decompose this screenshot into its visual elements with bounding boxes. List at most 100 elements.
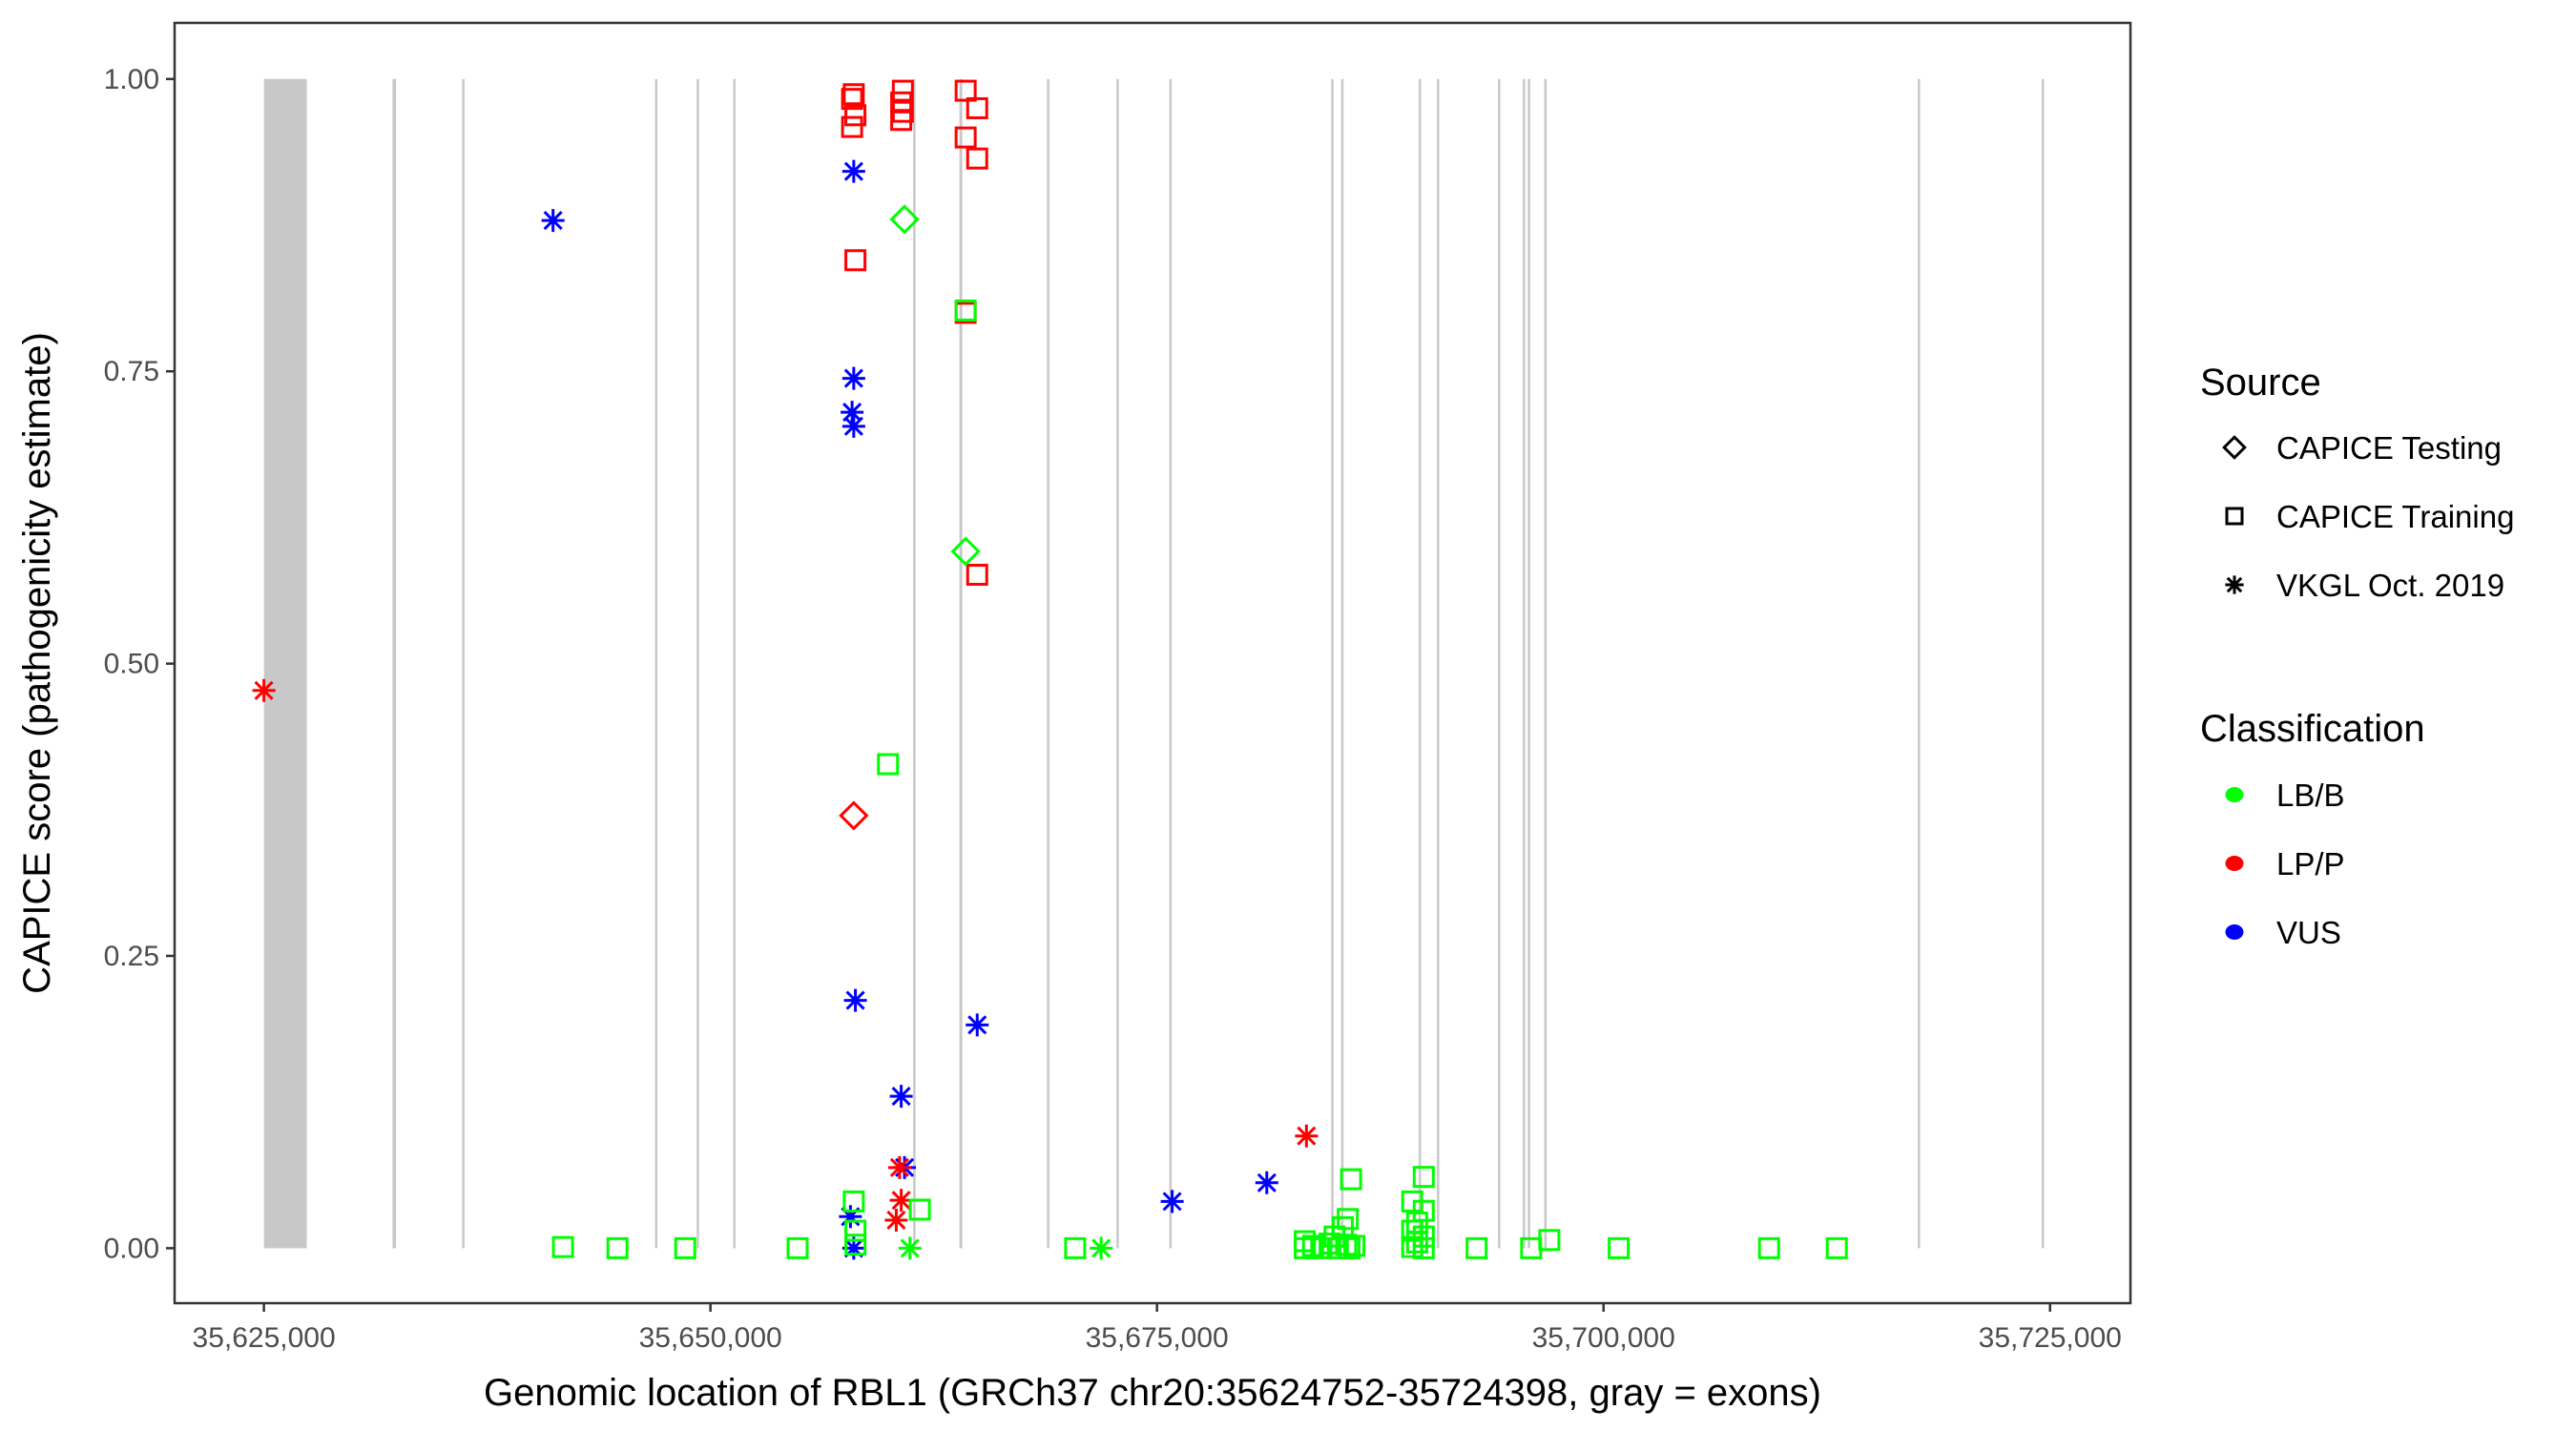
data-point-vkgl	[839, 1205, 862, 1229]
data-point-training	[877, 753, 900, 776]
y-tick-label: 0.50	[104, 649, 159, 680]
data-point-training	[1343, 1234, 1366, 1257]
data-point-training	[954, 299, 977, 321]
exon-band	[1169, 78, 1173, 1249]
data-point-training	[966, 563, 988, 586]
exon-band	[263, 78, 307, 1249]
legend-classification-label: VUS	[2276, 915, 2341, 950]
data-point-training	[786, 1236, 809, 1259]
data-point-training	[551, 1235, 574, 1258]
exon-band	[1918, 78, 1921, 1249]
data-point-vkgl	[898, 1236, 922, 1260]
data-point-vkgl	[1255, 1171, 1278, 1194]
y-axis-title: CAPICE score (pathogenicity estimate)	[16, 332, 58, 994]
data-point-vkgl	[841, 159, 865, 183]
data-point-training	[1337, 1208, 1360, 1231]
legend-dot-icon	[2225, 924, 2244, 940]
exon-band	[733, 78, 736, 1249]
exon-band	[1527, 78, 1530, 1249]
y-tick-label: 1.00	[104, 64, 159, 95]
data-point-training	[1405, 1231, 1428, 1254]
data-point-testing	[950, 536, 981, 567]
y-tick-label: 0.00	[104, 1233, 159, 1264]
y-tick-label: 0.25	[104, 941, 159, 972]
data-point-vkgl	[841, 366, 865, 390]
y-tick-label: 0.75	[104, 356, 159, 387]
data-point-vkgl	[1295, 1124, 1319, 1148]
exon-band	[1437, 78, 1440, 1249]
data-points	[252, 79, 1848, 1260]
exon-band	[1047, 78, 1049, 1249]
data-point-vkgl	[884, 1208, 908, 1232]
legend-source-label: VKGL Oct. 2019	[2276, 568, 2504, 603]
data-point-testing	[889, 204, 920, 235]
x-tick-label: 35,700,000	[1532, 1322, 1675, 1354]
exon-band	[462, 78, 465, 1249]
data-point-training	[842, 1190, 865, 1213]
legend-source-label: CAPICE Testing	[2276, 430, 2502, 466]
legend-asterisk-icon	[2225, 575, 2244, 594]
data-point-vkgl	[841, 414, 865, 438]
panel-border	[173, 21, 2132, 1305]
data-point-vkgl	[843, 988, 867, 1012]
data-point-training	[844, 1234, 867, 1256]
legend-dot-icon	[2225, 787, 2244, 802]
exon-band	[1418, 78, 1422, 1249]
exon-band	[654, 78, 658, 1249]
legend-classification-label: LP/P	[2276, 846, 2345, 881]
data-point-training	[966, 96, 988, 119]
legend-classification-title: Classification	[2200, 708, 2425, 750]
data-point-training	[844, 249, 867, 272]
data-point-vkgl	[841, 1236, 865, 1260]
exon-band	[1498, 78, 1501, 1249]
data-point-vkgl	[889, 1189, 913, 1213]
data-point-vkgl	[252, 678, 276, 702]
data-point-vkgl	[966, 1013, 989, 1037]
legend-source-label: CAPICE Training	[2276, 499, 2514, 534]
x-axis: 35,625,000 35,650,000 35,675,000 35,700,000…	[193, 1303, 2122, 1354]
data-point-vkgl	[889, 1085, 913, 1109]
data-point-training	[966, 147, 988, 170]
legend-source-title: Source	[2200, 362, 2321, 404]
exon-band	[1340, 78, 1344, 1249]
exon-band	[1116, 78, 1119, 1249]
data-point-training	[674, 1236, 696, 1259]
x-axis-title: Genomic location of RBL1 (GRCh37 chr20:3…	[484, 1372, 1821, 1414]
data-point-training	[1608, 1236, 1631, 1259]
data-point-training	[844, 104, 867, 127]
exon-band	[1523, 78, 1526, 1249]
legend-diamond-icon	[2222, 435, 2247, 460]
data-point-training	[606, 1236, 629, 1259]
data-point-testing	[839, 800, 869, 831]
exon-band	[2041, 78, 2045, 1249]
data-point-training	[1064, 1236, 1087, 1259]
data-point-training	[841, 115, 863, 138]
legend-dot-icon	[2225, 856, 2244, 871]
data-point-vkgl	[887, 1155, 911, 1179]
data-point-training	[1757, 1236, 1780, 1259]
x-tick-label: 35,625,000	[193, 1322, 336, 1354]
legend: Source CAPICE Testing CAPICE Training VKGL…	[2200, 362, 2514, 950]
exon-bands	[263, 78, 2045, 1249]
x-tick-label: 35,725,000	[1979, 1322, 2122, 1354]
data-point-training	[890, 109, 913, 132]
data-point-training	[1465, 1236, 1488, 1259]
data-point-training	[1338, 1236, 1361, 1259]
data-point-training	[954, 79, 977, 102]
data-point-training	[842, 83, 865, 106]
legend-square-icon	[2225, 507, 2244, 526]
data-point-training	[841, 88, 863, 111]
data-point-vkgl	[1090, 1236, 1113, 1260]
data-point-training	[954, 126, 977, 149]
data-point-training	[1412, 1166, 1435, 1189]
exon-band	[1331, 78, 1334, 1249]
data-point-training	[1340, 1168, 1362, 1191]
legend-classification-label: LB/B	[2276, 778, 2345, 813]
data-point-training	[1412, 1199, 1435, 1222]
data-point-vkgl	[1160, 1190, 1184, 1213]
exon-band	[959, 78, 963, 1249]
data-point-training	[1412, 1225, 1435, 1248]
exon-band	[1544, 78, 1548, 1249]
data-point-training	[1538, 1229, 1561, 1252]
